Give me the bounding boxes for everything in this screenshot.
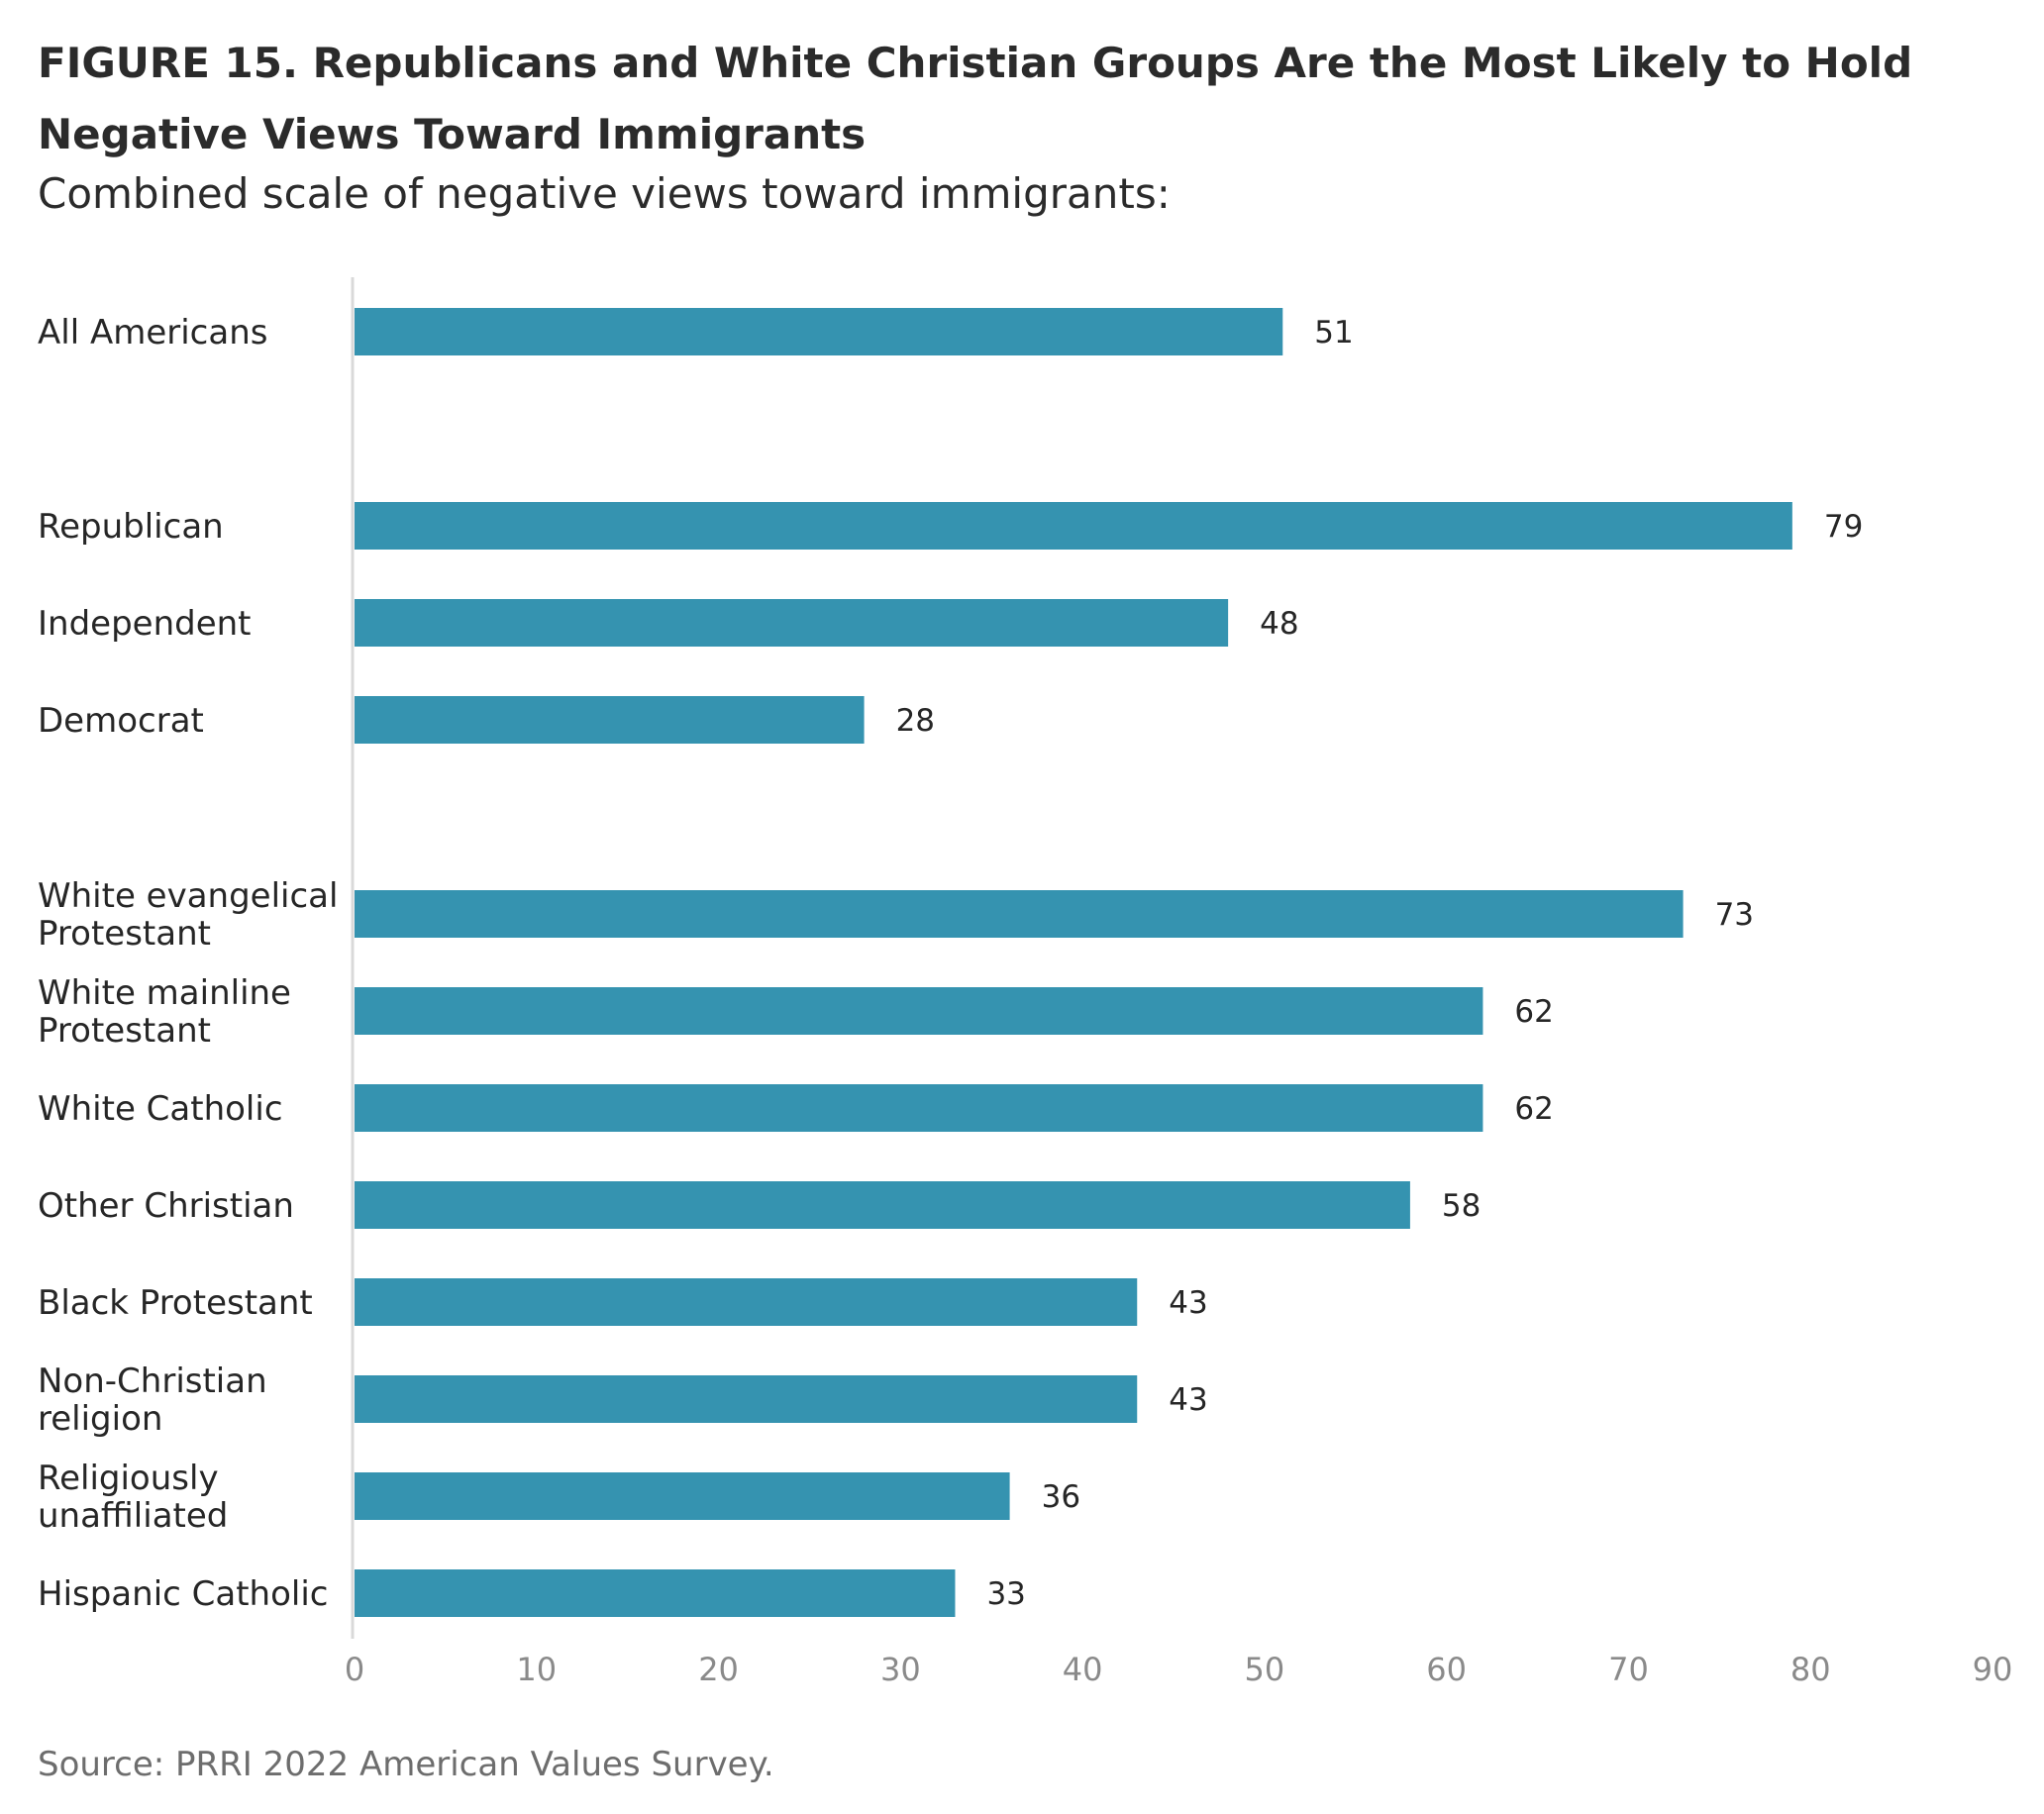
bar-non-christian-religion	[355, 1375, 1138, 1423]
data-label-other-christian: 58	[1442, 1188, 1481, 1224]
data-label-non-christian-religion: 43	[1169, 1382, 1207, 1418]
category-label-independent: Independent	[38, 604, 252, 644]
bar-white-catholic	[355, 1084, 1483, 1132]
category-label-white-catholic: White Catholic	[38, 1089, 283, 1129]
x-tick-60: 60	[1426, 1651, 1467, 1688]
x-tick-90: 90	[1973, 1651, 2013, 1688]
data-label-white-mainline-protestant: 62	[1514, 994, 1553, 1030]
source-note: Source: PRRI 2022 American Values Survey…	[38, 1745, 774, 1784]
x-tick-50: 50	[1245, 1651, 1285, 1688]
category-label-hispanic-catholic: Hispanic Catholic	[38, 1574, 328, 1614]
chart-title: FIGURE 15. Republicans and White Christi…	[38, 39, 1913, 158]
category-label-line: White mainline	[38, 973, 291, 1013]
category-label-line: religion	[38, 1399, 162, 1439]
data-label-white-catholic: 62	[1514, 1091, 1553, 1127]
bars-layer	[355, 308, 1792, 1617]
category-label-democrat: Democrat	[38, 701, 204, 741]
data-label-religiously-unaffiliated: 36	[1042, 1479, 1080, 1515]
category-label-black-protestant: Black Protestant	[38, 1283, 313, 1323]
category-label-white-evangelical-protestant: White evangelical Protestant	[38, 876, 338, 954]
bar-hispanic-catholic	[355, 1569, 956, 1617]
category-label-line: Protestant	[38, 914, 211, 954]
data-label-democrat: 28	[896, 703, 935, 739]
category-label-white-mainline-protestant: White mainline Protestant	[38, 973, 291, 1051]
category-label-line: Protestant	[38, 1011, 211, 1051]
x-tick-70: 70	[1608, 1651, 1649, 1688]
category-label-line: Religiously	[38, 1459, 219, 1498]
bar-democrat	[355, 696, 865, 744]
category-label-other-christian: Other Christian	[38, 1186, 294, 1226]
chart-subtitle: Combined scale of negative views toward …	[38, 169, 1171, 218]
category-label-all-americans: All Americans	[38, 313, 267, 353]
bar-white-mainline-protestant	[355, 987, 1483, 1035]
bar-republican	[355, 502, 1792, 550]
bar-all-americans	[355, 308, 1283, 355]
category-label-line: unaffiliated	[38, 1496, 228, 1536]
bar-black-protestant	[355, 1278, 1138, 1326]
x-tick-40: 40	[1063, 1651, 1103, 1688]
x-tick-20: 20	[698, 1651, 739, 1688]
category-label-non-christian-religion: Non-Christian religion	[38, 1361, 267, 1439]
data-label-hispanic-catholic: 33	[986, 1576, 1025, 1612]
x-axis-ticks: 0 10 20 30 40 50 60 70 80 90	[345, 1651, 2013, 1688]
bar-independent	[355, 599, 1229, 647]
x-tick-0: 0	[345, 1651, 364, 1688]
data-label-white-evangelical-protestant: 73	[1715, 897, 1754, 933]
data-labels: 51 79 48 28 73 62 62 58 43 43 36 33	[896, 315, 1864, 1612]
x-tick-80: 80	[1790, 1651, 1831, 1688]
data-label-black-protestant: 43	[1169, 1285, 1207, 1321]
category-label-republican: Republican	[38, 507, 224, 547]
category-label-line: White evangelical	[38, 876, 338, 916]
category-labels: All Americans Republican Independent Democr…	[38, 313, 338, 1614]
x-tick-10: 10	[516, 1651, 557, 1688]
category-label-line: Non-Christian	[38, 1361, 267, 1401]
x-tick-30: 30	[880, 1651, 921, 1688]
bar-white-evangelical-protestant	[355, 890, 1684, 938]
category-label-religiously-unaffiliated: Religiously unaffiliated	[38, 1459, 228, 1536]
data-label-independent: 48	[1260, 606, 1298, 642]
data-label-republican: 79	[1824, 509, 1863, 545]
bar-other-christian	[355, 1181, 1410, 1229]
data-label-all-americans: 51	[1314, 315, 1353, 351]
bar-religiously-unaffiliated	[355, 1472, 1010, 1520]
